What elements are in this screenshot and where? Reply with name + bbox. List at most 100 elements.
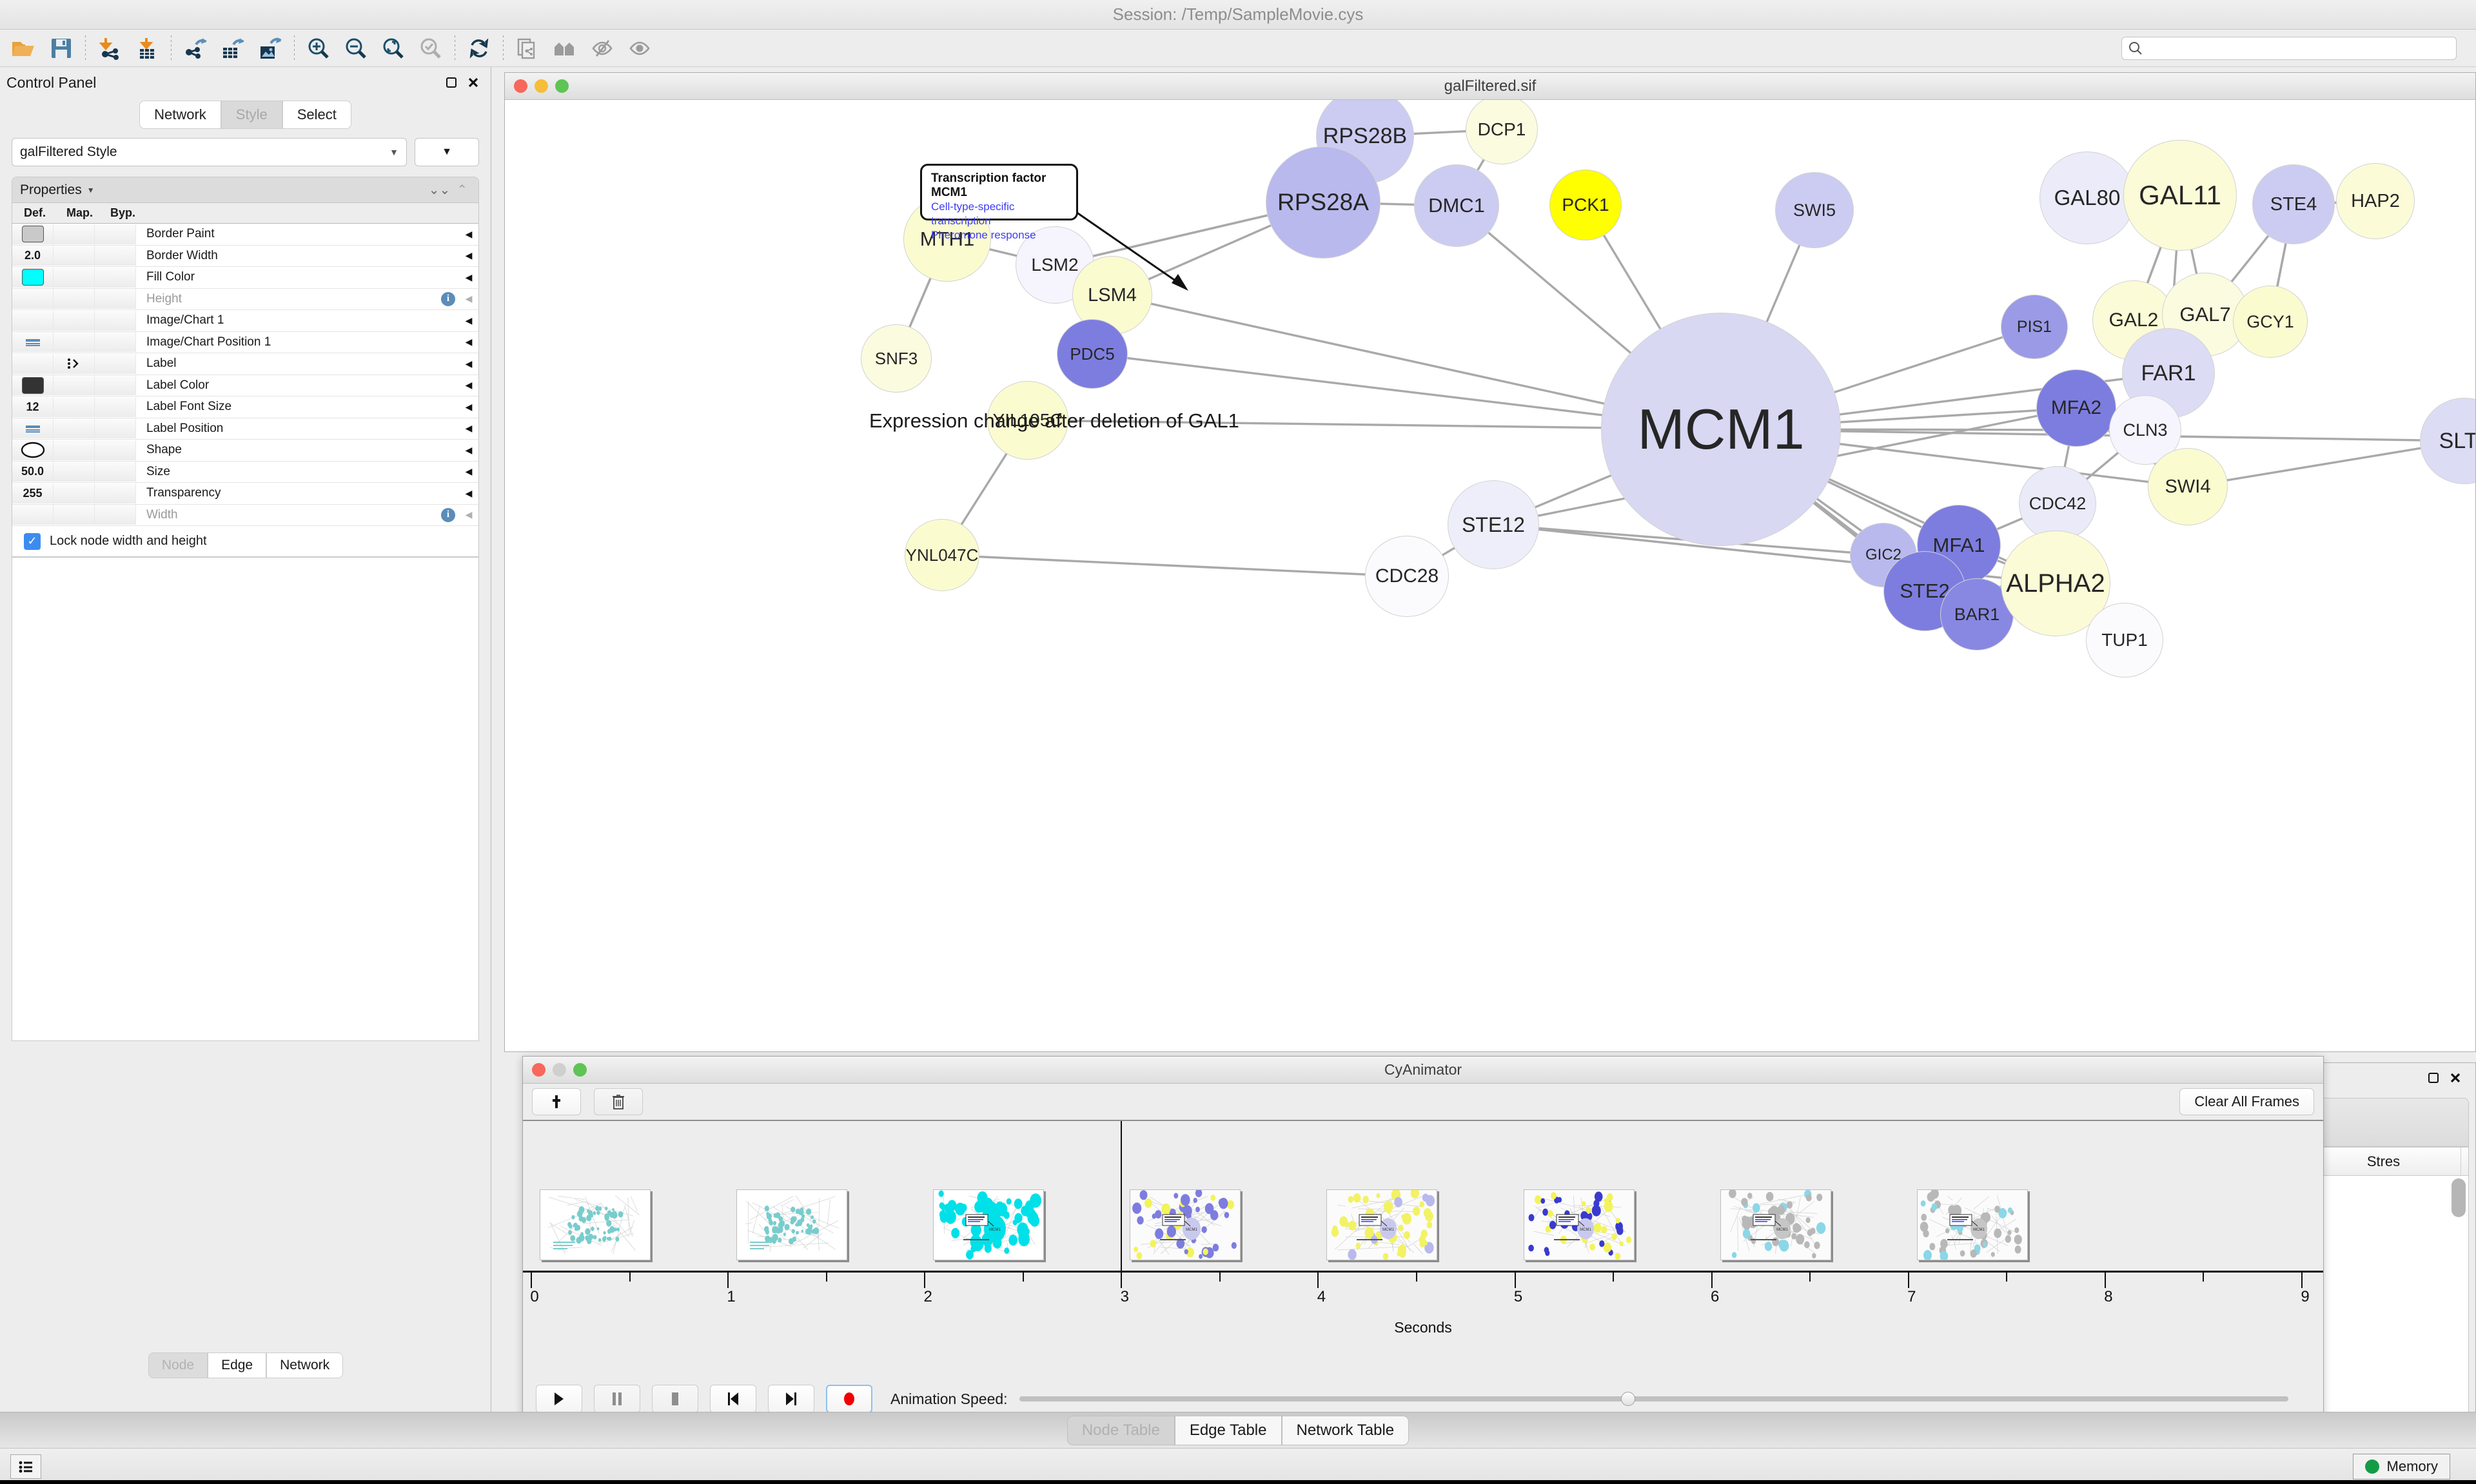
property-row[interactable]: 12 Label Font Size ◀ (12, 396, 478, 418)
property-row[interactable]: Border Paint ◀ (12, 224, 478, 246)
info-icon[interactable]: i (441, 507, 455, 522)
refresh-icon[interactable] (460, 30, 498, 66)
property-default-cell[interactable] (12, 375, 54, 396)
open-folder-icon[interactable] (5, 30, 43, 66)
property-row[interactable]: 255 Transparency ◀ (12, 483, 478, 505)
search-input[interactable] (2147, 41, 2450, 55)
timeline-frame[interactable]: MCM1 (1130, 1189, 1241, 1260)
network-node[interactable]: SNF3 (861, 324, 932, 393)
property-bypass-cell[interactable] (95, 505, 136, 525)
property-expand-arrow[interactable]: ◀ (465, 401, 473, 412)
timeline-frame[interactable] (540, 1189, 651, 1260)
memory-status[interactable]: Memory (2352, 1453, 2450, 1479)
tab-network[interactable]: Network (139, 101, 221, 129)
search-box[interactable] (2121, 36, 2457, 60)
network-node[interactable]: STE12 (1448, 480, 1539, 569)
network-node[interactable]: HAP2 (2336, 163, 2415, 239)
new-network-icon[interactable] (509, 30, 546, 66)
tab-style[interactable]: Style (221, 101, 282, 129)
network-node[interactable]: CDC28 (1365, 536, 1449, 617)
lock-node-size-row[interactable]: ✓ Lock node width and height (12, 526, 478, 557)
zoom-fit-icon[interactable] (375, 30, 412, 66)
property-mapping-cell[interactable] (54, 310, 95, 331)
network-node[interactable]: YIL105C (987, 381, 1068, 460)
property-row[interactable]: Width i ◀ (12, 505, 478, 526)
delete-frame-button[interactable] (594, 1088, 643, 1115)
property-mapping-cell[interactable] (54, 396, 95, 417)
property-default-cell[interactable] (12, 267, 54, 288)
property-default-cell[interactable] (12, 505, 54, 525)
property-row[interactable]: 2.0 Border Width ◀ (12, 246, 478, 267)
property-default-cell[interactable] (12, 332, 54, 353)
minimize-window-button[interactable] (553, 1063, 566, 1077)
property-row[interactable]: Shape ◀ (12, 440, 478, 462)
property-bypass-cell[interactable] (95, 483, 136, 503)
network-node[interactable]: TUP1 (2086, 603, 2163, 678)
playhead[interactable] (1121, 1121, 1123, 1271)
property-bypass-cell[interactable] (95, 462, 136, 482)
property-row[interactable]: Height i ◀ (12, 289, 478, 310)
network-node[interactable]: GCY1 (2233, 286, 2308, 358)
property-default-cell[interactable] (12, 440, 54, 460)
close-window-button[interactable] (514, 79, 527, 93)
property-default-cell[interactable] (12, 418, 54, 439)
property-expand-arrow[interactable]: ◀ (465, 293, 473, 304)
property-bypass-cell[interactable] (95, 289, 136, 309)
network-node[interactable]: MTH1 (903, 197, 991, 282)
network-node[interactable]: GAL11 (2123, 140, 2237, 251)
property-default-cell[interactable] (12, 310, 54, 331)
chevrons-down-icon[interactable]: ⌄⌄ (428, 183, 451, 197)
network-node[interactable]: DCP1 (1466, 100, 1538, 164)
last-frame-button[interactable] (768, 1385, 814, 1413)
lock-node-size-checkbox[interactable]: ✓ (24, 532, 41, 550)
property-default-cell[interactable] (12, 353, 54, 374)
property-expand-arrow[interactable]: ◀ (465, 380, 473, 391)
color-swatch[interactable] (21, 269, 44, 286)
property-default-cell[interactable] (12, 289, 54, 309)
tab-node[interactable]: Node (148, 1352, 208, 1378)
property-expand-arrow[interactable]: ◀ (465, 444, 473, 455)
property-mapping-cell[interactable] (54, 246, 95, 266)
network-edge[interactable] (941, 554, 1408, 578)
info-icon[interactable]: i (441, 291, 455, 306)
timeline-frame[interactable]: MCM1 (1720, 1189, 1831, 1260)
stop-button[interactable] (652, 1385, 698, 1413)
network-node[interactable]: SWI4 (2148, 448, 2228, 525)
timeline-frame[interactable]: MCM1 (933, 1189, 1045, 1260)
network-canvas[interactable]: RPS28B DCP1 RPS28A DMC1 PCK1 SWI5 GAL80 GAL11 ST… (505, 100, 2475, 1051)
node-table-scrollbar[interactable] (2451, 1178, 2466, 1372)
property-bypass-cell[interactable] (95, 246, 136, 266)
color-swatch[interactable] (21, 376, 44, 394)
clear-all-frames-button[interactable]: Clear All Frames (2179, 1088, 2314, 1115)
property-bypass-cell[interactable] (95, 224, 136, 244)
property-expand-arrow[interactable]: ◀ (465, 315, 473, 326)
timeline-frame[interactable]: MCM1 (1916, 1189, 2028, 1260)
property-bypass-cell[interactable] (95, 396, 136, 417)
property-mapping-cell[interactable] (54, 440, 95, 460)
property-bypass-cell[interactable] (95, 353, 136, 374)
timeline-frame[interactable]: MCM1 (1523, 1189, 1635, 1260)
column-stress[interactable]: Stres (2306, 1147, 2461, 1175)
scrollbar-thumb[interactable] (2451, 1178, 2466, 1217)
network-node[interactable]: RPS28A (1266, 146, 1380, 259)
network-node[interactable]: GAL80 (2039, 151, 2135, 244)
property-expand-arrow[interactable]: ◀ (465, 509, 473, 520)
first-frame-button[interactable] (710, 1385, 756, 1413)
minimize-window-button[interactable] (535, 79, 548, 93)
maximize-window-button[interactable] (573, 1063, 587, 1077)
timeline-frame[interactable]: MCM1 (1326, 1189, 1438, 1260)
network-node[interactable]: DMC1 (1414, 164, 1499, 247)
timeline-frame[interactable] (736, 1189, 848, 1260)
tab-select[interactable]: Select (282, 101, 351, 129)
property-mapping-cell[interactable] (54, 505, 95, 525)
import-network-icon[interactable] (91, 30, 128, 66)
network-node[interactable]: PIS1 (2001, 295, 2068, 359)
show-icon[interactable] (621, 30, 658, 66)
zoom-in-icon[interactable] (300, 30, 337, 66)
tab-node-table[interactable]: Node Table (1066, 1415, 1175, 1445)
zoom-out-icon[interactable] (337, 30, 375, 66)
property-row[interactable]: Image/Chart Position 1 ◀ (12, 332, 478, 353)
color-swatch[interactable] (21, 226, 44, 243)
network-node[interactable]: PCK1 (1549, 170, 1622, 240)
maximize-window-button[interactable] (555, 79, 569, 93)
